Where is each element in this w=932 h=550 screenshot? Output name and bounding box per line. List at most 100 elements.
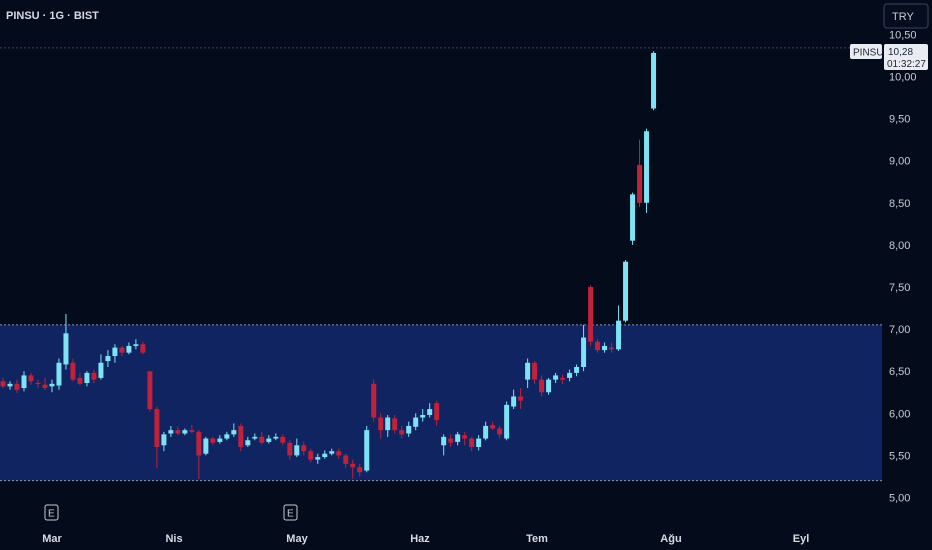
candle-12	[84, 371, 90, 387]
candle-64	[448, 434, 454, 447]
candle-body-73	[511, 396, 517, 407]
candle-body-54	[378, 417, 384, 431]
candle-body-25	[175, 430, 181, 434]
candle-88	[616, 305, 622, 351]
candle-body-89	[623, 261, 629, 321]
candle-58	[406, 421, 412, 437]
candle-87	[609, 342, 615, 353]
candle-body-5	[35, 382, 41, 384]
event-marker-1[interactable]: E	[44, 504, 59, 521]
candles-layer	[0, 51, 657, 479]
candle-74	[518, 388, 524, 410]
candle-body-37	[259, 436, 265, 443]
candle-body-55	[385, 417, 391, 431]
candle-3	[21, 371, 27, 392]
x-tick-label-6: Eyl	[793, 533, 810, 545]
candle-44	[308, 448, 314, 463]
candle-body-57	[399, 430, 405, 435]
x-tick-label-0: Mar	[42, 533, 62, 545]
candle-14	[98, 354, 104, 380]
candle-body-2	[14, 383, 20, 390]
price-label-countdown: 01:32:27	[887, 59, 926, 70]
candle-82	[574, 364, 580, 377]
candle-69	[483, 421, 489, 441]
candle-body-36	[252, 436, 258, 439]
candle-body-52	[364, 430, 370, 471]
candle-30	[210, 436, 216, 446]
candle-53	[371, 379, 377, 422]
candle-body-21	[147, 371, 153, 410]
candle-11	[77, 372, 83, 386]
candle-body-49	[343, 455, 349, 464]
candle-body-7	[49, 383, 55, 387]
candle-body-60	[420, 414, 426, 418]
x-tick-label-3: Haz	[410, 533, 430, 545]
candle-65	[455, 431, 461, 446]
candle-body-61	[427, 409, 433, 415]
candle-7	[49, 379, 55, 393]
candle-71	[497, 425, 503, 439]
candle-73	[511, 389, 517, 410]
candle-body-77	[539, 379, 545, 393]
currency-badge-label: TRY	[892, 11, 914, 23]
candle-body-64	[448, 438, 454, 443]
price-label-symbol: PINSU	[853, 48, 884, 59]
candle-body-6	[42, 384, 48, 389]
candle-49	[343, 453, 349, 469]
candle-67	[469, 436, 475, 452]
candle-body-58	[406, 425, 412, 434]
candle-84	[588, 285, 594, 346]
y-tick-label-10: 10,00	[889, 72, 917, 84]
symbol-title[interactable]: PINSU · 1G · BIST	[6, 10, 99, 22]
y-tick-label-5: 7,50	[889, 282, 910, 294]
candle-59	[413, 413, 419, 431]
candle-24	[168, 425, 174, 437]
candle-body-33	[231, 430, 237, 435]
candle-body-70	[490, 425, 496, 429]
candle-48	[336, 448, 342, 459]
candle-92	[644, 128, 650, 213]
price-axis[interactable]: 5,00 5,50 6,00 6,50 7,00 7,50 8,00 8,50 9,00 9,50…	[889, 29, 917, 504]
candle-52	[364, 425, 370, 473]
candle-body-92	[644, 131, 650, 203]
candle-body-30	[210, 438, 216, 443]
candle-body-83	[581, 337, 587, 367]
candle-25	[175, 426, 181, 436]
candle-66	[462, 431, 468, 446]
candle-93	[651, 51, 657, 111]
candle-body-38	[266, 438, 272, 442]
candle-body-68	[476, 438, 482, 447]
candle-body-66	[462, 435, 468, 439]
candle-27	[189, 425, 195, 434]
candle-body-76	[532, 362, 538, 380]
time-axis[interactable]: Mar Nis May Haz Tem Ağu Eyl	[42, 533, 809, 545]
candle-28	[196, 430, 202, 479]
candle-body-47	[329, 451, 335, 454]
candle-body-17	[119, 347, 125, 353]
candle-body-22	[154, 409, 160, 447]
candle-50	[350, 459, 356, 479]
candle-body-10	[70, 362, 76, 380]
candle-body-9	[63, 333, 69, 365]
candle-body-67	[469, 438, 475, 447]
currency-badge[interactable]: TRY	[883, 3, 929, 29]
candle-36	[252, 433, 258, 441]
candle-16	[112, 344, 118, 363]
candle-body-18	[126, 345, 132, 353]
candle-body-16	[112, 347, 118, 357]
candle-body-44	[308, 451, 314, 460]
candle-38	[266, 435, 272, 444]
candle-29	[203, 436, 209, 456]
candle-body-35	[245, 440, 251, 446]
event-marker-2[interactable]: E	[283, 504, 298, 521]
candle-body-26	[182, 430, 188, 434]
candle-80	[560, 374, 566, 384]
candle-89	[623, 260, 629, 323]
candle-body-88	[616, 320, 622, 350]
candle-body-1	[7, 383, 13, 387]
candle-body-3	[21, 375, 27, 389]
candle-body-63	[441, 436, 447, 446]
candle-68	[476, 435, 482, 451]
candle-body-85	[595, 341, 601, 351]
